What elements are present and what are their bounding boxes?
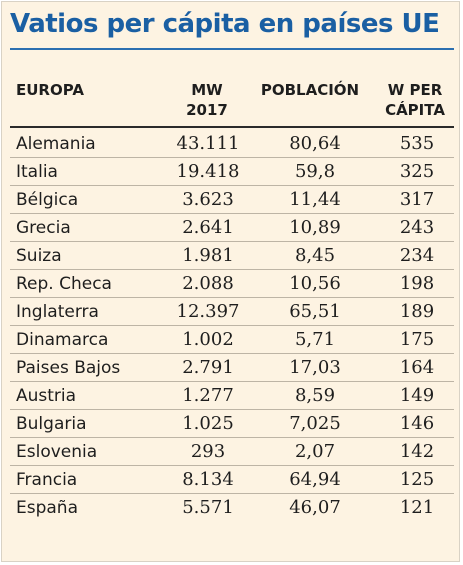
page-title: Vatios per cápita en países UE: [10, 9, 440, 39]
column-header-mw: MW 2017: [185, 80, 229, 120]
cell-mw: 293: [190, 441, 226, 462]
column-header-w-per-capita: W PER CÁPITA: [380, 80, 450, 120]
cell-country: Austria: [16, 386, 77, 406]
column-header-mw-line1: MW: [191, 81, 223, 99]
cell-mw: 43.111: [176, 133, 240, 154]
table-row: España 5.571 46,07 121: [10, 494, 454, 522]
table-row: Austria 1.277 8,59 149: [10, 382, 454, 410]
cell-poblacion: 7,025: [289, 413, 341, 434]
table-row: Rep. Checa 2.088 10,56 198: [10, 270, 454, 298]
cell-mw: 2.088: [182, 273, 234, 294]
cell-country: Bulgaria: [16, 414, 87, 434]
cell-country: Eslovenia: [16, 442, 98, 462]
table-row: Alemania 43.111 80,64 535: [10, 130, 454, 158]
cell-w-per-capita: 125: [399, 469, 435, 490]
cell-country: Grecia: [16, 218, 71, 238]
cell-w-per-capita: 243: [399, 217, 435, 238]
cell-w-per-capita: 317: [399, 189, 435, 210]
cell-poblacion: 17,03: [289, 357, 341, 378]
cell-mw: 19.418: [176, 161, 240, 182]
cell-mw: 1.277: [182, 385, 234, 406]
cell-country: Alemania: [16, 134, 96, 154]
cell-mw: 3.623: [182, 189, 234, 210]
table-row: Suiza 1.981 8,45 234: [10, 242, 454, 270]
cell-mw: 2.791: [182, 357, 234, 378]
column-header-europa: EUROPA: [16, 80, 84, 100]
cell-w-per-capita: 146: [399, 413, 435, 434]
cell-poblacion: 46,07: [289, 497, 341, 518]
cell-mw: 12.397: [176, 301, 240, 322]
cell-country: Francia: [16, 470, 78, 490]
cell-poblacion: 5,71: [294, 329, 336, 350]
table-row: Dinamarca 1.002 5,71 175: [10, 326, 454, 354]
cell-mw: 5.571: [182, 497, 234, 518]
table-row: Paises Bajos 2.791 17,03 164: [10, 354, 454, 382]
column-header-mw-line2: 2017: [186, 101, 228, 119]
cell-country: Inglaterra: [16, 302, 99, 322]
cell-mw: 1.981: [182, 245, 234, 266]
cell-poblacion: 8,59: [294, 385, 336, 406]
cell-poblacion: 10,89: [289, 217, 341, 238]
table-row: Bulgaria 1.025 7,025 146: [10, 410, 454, 438]
column-header-poblacion: POBLACIÓN: [254, 80, 366, 100]
table-row: Francia 8.134 64,94 125: [10, 466, 454, 494]
cell-mw: 8.134: [182, 469, 234, 490]
column-header-europa-label: EUROPA: [16, 81, 84, 99]
cell-country: Rep. Checa: [16, 274, 112, 294]
table-row: Eslovenia 293 2,07 142: [10, 438, 454, 466]
cell-w-per-capita: 535: [399, 133, 435, 154]
cell-country: Dinamarca: [16, 330, 109, 350]
cell-w-per-capita: 164: [399, 357, 435, 378]
cell-w-per-capita: 189: [399, 301, 435, 322]
table-row: Italia 19.418 59,8 325: [10, 158, 454, 186]
cell-w-per-capita: 175: [399, 329, 435, 350]
cell-country: Italia: [16, 162, 58, 182]
cell-poblacion: 64,94: [289, 469, 341, 490]
cell-mw: 2.641: [182, 217, 234, 238]
cell-poblacion: 2,07: [294, 441, 336, 462]
cell-w-per-capita: 234: [399, 245, 435, 266]
cell-poblacion: 65,51: [289, 301, 341, 322]
column-header-w-line2: CÁPITA: [385, 101, 445, 119]
table-row: Grecia 2.641 10,89 243: [10, 214, 454, 242]
column-header-w-line1: W PER: [387, 81, 443, 99]
cell-poblacion: 10,56: [289, 273, 341, 294]
cell-country: España: [16, 498, 78, 518]
cell-poblacion: 11,44: [289, 189, 341, 210]
cell-poblacion: 59,8: [294, 161, 336, 182]
cell-w-per-capita: 121: [399, 497, 435, 518]
cell-mw: 1.025: [182, 413, 234, 434]
table-row: Bélgica 3.623 11,44 317: [10, 186, 454, 214]
header-divider: [10, 126, 454, 128]
column-header-poblacion-label: POBLACIÓN: [260, 81, 360, 99]
cell-w-per-capita: 142: [399, 441, 435, 462]
cell-country: Bélgica: [16, 190, 79, 210]
cell-mw: 1.002: [182, 329, 234, 350]
cell-country: Paises Bajos: [16, 358, 121, 378]
cell-w-per-capita: 325: [399, 161, 435, 182]
cell-poblacion: 8,45: [294, 245, 336, 266]
cell-w-per-capita: 149: [399, 385, 435, 406]
cell-country: Suiza: [16, 246, 62, 266]
cell-poblacion: 80,64: [289, 133, 341, 154]
title-divider: [10, 48, 454, 50]
cell-w-per-capita: 198: [399, 273, 435, 294]
table-row: Inglaterra 12.397 65,51 189: [10, 298, 454, 326]
